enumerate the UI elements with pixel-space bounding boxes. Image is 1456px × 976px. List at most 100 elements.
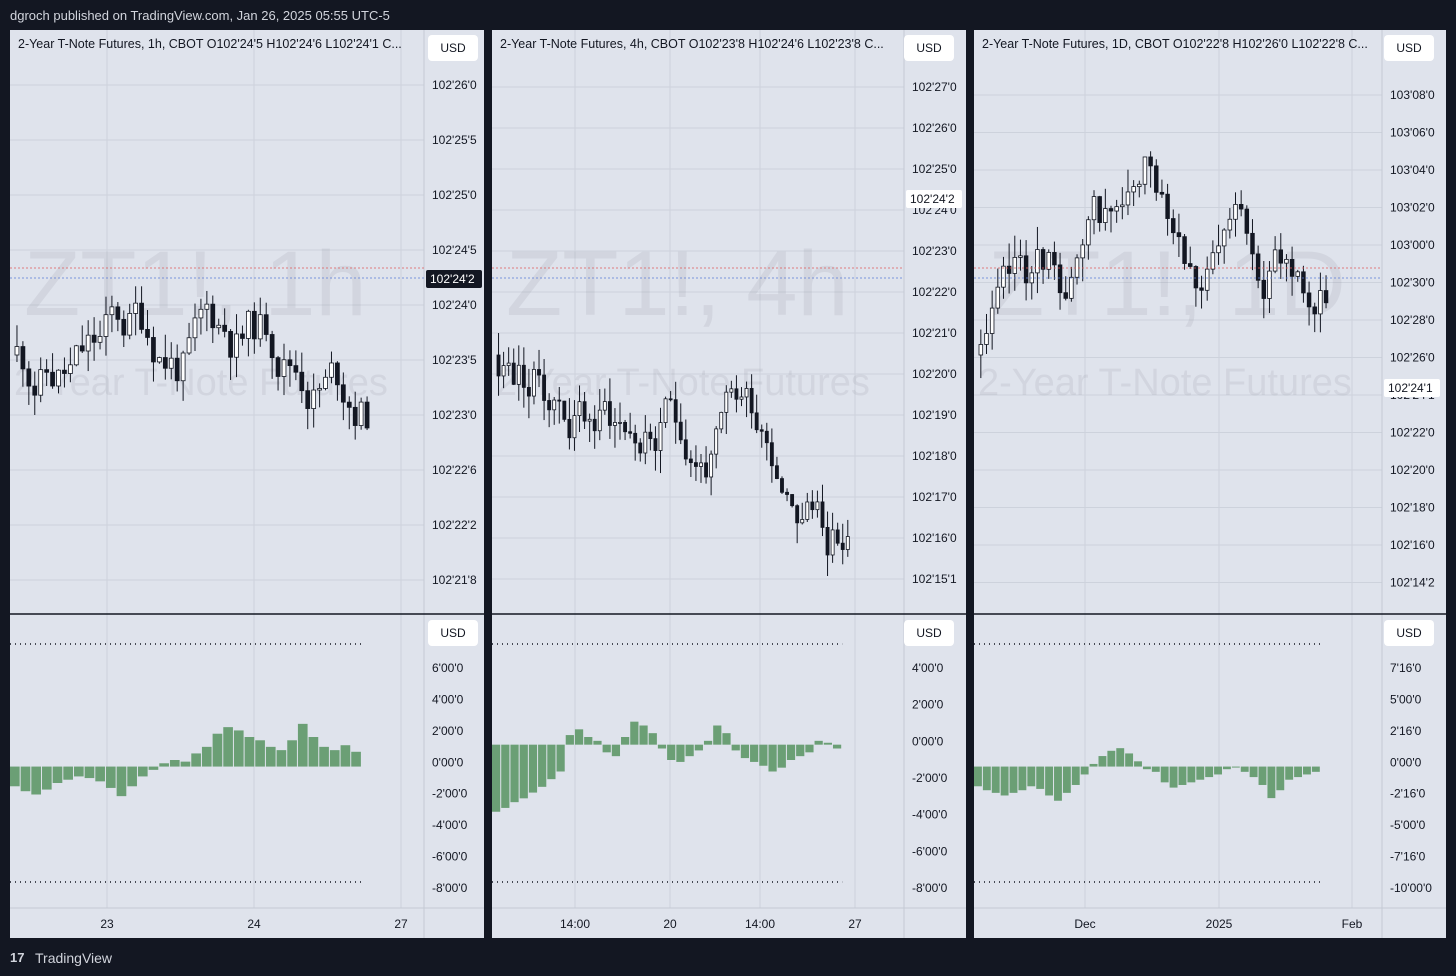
last-price-label: 102'24'2 <box>430 272 475 286</box>
candle-up <box>97 336 103 343</box>
candle-down <box>162 357 168 369</box>
chart-canvas-1h[interactable]: ZT1!, 1h2-Year T-Note Futures102'26'0102… <box>10 30 484 938</box>
osc-axis-label: -7'16'0 <box>1390 850 1426 864</box>
time-axis-label: Dec <box>1074 917 1095 931</box>
candle-down <box>734 388 739 400</box>
candle-up <box>532 369 536 397</box>
last-price-tag <box>426 270 482 288</box>
histogram-bar <box>786 744 796 760</box>
candle-up <box>1216 245 1221 254</box>
candle-up <box>800 519 805 524</box>
time-axis-label: 20 <box>663 917 677 931</box>
histogram-bar <box>796 744 805 757</box>
price-axis-label: 103'08'0 <box>1390 88 1435 102</box>
osc-axis-label: -2'00'0 <box>432 787 468 801</box>
histogram-bar <box>982 766 991 791</box>
currency-button[interactable]: USD <box>428 35 478 61</box>
histogram-bar <box>95 766 105 782</box>
chart-panel-1h[interactable]: ZT1!, 1h 2-Year T-Note Futures 102'26'0 102… <box>10 30 484 938</box>
histogram-bar <box>648 733 657 745</box>
histogram-bar <box>814 740 823 745</box>
candle-down <box>1187 263 1193 267</box>
histogram-bar <box>1187 766 1196 783</box>
candle-up <box>744 388 749 398</box>
candle-down <box>269 334 275 359</box>
candle-down <box>44 369 50 373</box>
candle-up <box>1267 270 1272 299</box>
candle-up <box>1272 249 1278 272</box>
candle-down <box>32 385 38 396</box>
candle-up <box>358 401 364 426</box>
candle-down <box>1182 236 1187 264</box>
candle-up <box>1204 268 1210 291</box>
histogram-bar <box>233 730 244 767</box>
histogram-bar <box>731 744 740 751</box>
histogram-bar <box>639 725 648 745</box>
histogram-bar <box>768 744 777 772</box>
tradingview-logo-icon[interactable]: 17 <box>10 950 25 965</box>
candle-up <box>739 396 744 400</box>
candle-up <box>1046 252 1051 270</box>
currency-button-osc[interactable]: USD <box>904 620 954 646</box>
candle-down <box>562 400 567 420</box>
currency-button-osc[interactable]: USD <box>1384 620 1434 646</box>
price-axis-label: 102'21'0 <box>912 326 957 340</box>
candle-down <box>228 331 233 358</box>
price-axis-label: 102'22'0 <box>912 285 957 299</box>
candle-down <box>1278 249 1284 264</box>
last-price-tag <box>1384 379 1440 397</box>
chart-panel-1d[interactable]: ZT1!, 1D 2-Year T-Note Futures 103'08'0 103… <box>974 30 1446 938</box>
candle-down <box>240 333 245 339</box>
candle-down <box>835 529 840 544</box>
candle-down <box>1154 165 1159 193</box>
price-axis-label: 102'21'8 <box>432 573 477 587</box>
currency-button[interactable]: USD <box>904 35 954 61</box>
chart-canvas-1d[interactable]: ZT1!, 1D 2-Year T-Note Futures 103'08'0 103… <box>974 30 1446 938</box>
candle-up <box>85 334 91 352</box>
candle-down <box>537 369 541 376</box>
candle-down <box>1238 204 1244 210</box>
histogram-bar <box>1009 766 1018 793</box>
currency-button-osc[interactable]: USD <box>428 620 478 646</box>
histogram-bar <box>351 751 361 767</box>
candle-up <box>709 453 714 478</box>
candle-down <box>749 388 754 414</box>
osc-axis-label: -4'00'0 <box>432 818 468 832</box>
candle-down <box>1312 306 1317 315</box>
candle-down <box>1244 208 1250 234</box>
histogram-bar <box>602 744 611 753</box>
histogram-bar <box>593 740 602 745</box>
price-axis-label: 102'20'0 <box>1390 463 1435 477</box>
chart-panel-4h[interactable]: ZT1!, 4h 2-Year T-Note Futures 102'27'0 102… <box>492 30 966 938</box>
histogram-bar <box>1231 766 1240 768</box>
histogram-bar <box>1098 756 1107 767</box>
histogram-bar <box>41 766 52 790</box>
candle-down <box>121 318 127 336</box>
brand-name[interactable]: TradingView <box>35 950 113 966</box>
candle-up <box>198 308 204 319</box>
candle-up <box>618 421 622 424</box>
candle-up <box>1142 156 1148 185</box>
histogram-bar <box>621 737 630 745</box>
currency-button[interactable]: USD <box>1384 35 1434 61</box>
candle-up <box>323 376 328 389</box>
watermark-name: 2-Year T-Note Futures <box>496 362 870 404</box>
candle-down <box>50 371 55 387</box>
price-axis-label: 102'14'2 <box>1390 576 1435 590</box>
osc-axis-label: 5'00'0 <box>1390 692 1422 706</box>
time-axis-label: Feb <box>1342 917 1363 931</box>
histogram-bar <box>265 746 276 767</box>
histogram-bar <box>1178 766 1187 785</box>
price-axis-label: 102'28'0 <box>1390 313 1435 327</box>
candle-down <box>251 310 257 340</box>
chart-canvas-4h[interactable]: ZT1!, 4h 2-Year T-Note Futures 102'27'0 102… <box>492 30 966 938</box>
price-axis-label: 102'26'0 <box>432 78 477 92</box>
candle-down <box>1052 252 1057 266</box>
histogram-bar <box>180 761 191 767</box>
price-axis-label: 102'20'0 <box>912 367 957 381</box>
watermark-symbol: ZT1!, 4h <box>506 233 849 335</box>
candle-up <box>714 428 719 455</box>
histogram-bar <box>611 744 621 757</box>
candle-down <box>557 399 562 402</box>
candle-down <box>521 364 526 388</box>
